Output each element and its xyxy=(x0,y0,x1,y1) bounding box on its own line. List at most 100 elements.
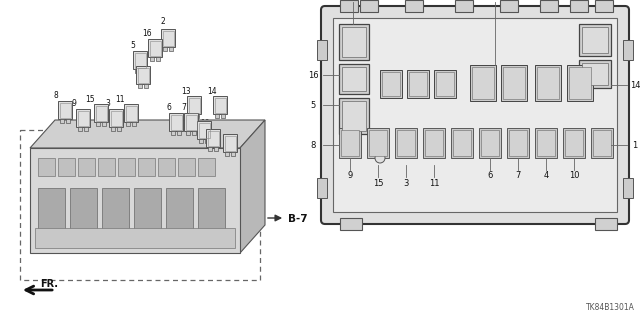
Bar xyxy=(138,158,155,176)
Bar xyxy=(481,130,499,156)
Bar xyxy=(67,119,70,123)
Bar xyxy=(124,104,138,122)
Bar xyxy=(163,31,173,46)
Polygon shape xyxy=(240,120,265,253)
Bar xyxy=(148,39,162,57)
Text: 5: 5 xyxy=(131,41,136,50)
Bar xyxy=(38,158,55,176)
Bar xyxy=(117,127,121,131)
Bar xyxy=(407,70,429,98)
Bar xyxy=(109,109,123,127)
Text: 8: 8 xyxy=(54,92,58,100)
Bar xyxy=(208,147,212,151)
Bar xyxy=(455,0,473,12)
Bar xyxy=(570,0,588,12)
Text: 1: 1 xyxy=(632,140,637,150)
Bar xyxy=(225,136,236,151)
Text: 7: 7 xyxy=(515,172,521,181)
Bar xyxy=(537,130,555,156)
Bar xyxy=(84,127,88,131)
Bar xyxy=(138,84,141,88)
Bar xyxy=(141,69,145,73)
Bar xyxy=(360,0,378,12)
Bar xyxy=(425,130,443,156)
Bar xyxy=(134,188,161,230)
Bar xyxy=(342,27,366,57)
Bar xyxy=(339,98,369,134)
Bar xyxy=(423,128,445,158)
Bar xyxy=(166,188,193,230)
Text: 3: 3 xyxy=(403,179,409,188)
Bar xyxy=(177,131,181,135)
Bar xyxy=(35,228,235,248)
Bar xyxy=(565,130,583,156)
Bar xyxy=(170,115,182,130)
Bar xyxy=(206,129,220,147)
Bar xyxy=(213,96,227,114)
Bar xyxy=(215,114,219,118)
Bar xyxy=(567,65,593,101)
Bar xyxy=(509,130,527,156)
Bar xyxy=(78,127,82,131)
Bar xyxy=(186,115,196,130)
Bar xyxy=(198,158,215,176)
Bar xyxy=(198,122,209,137)
Bar xyxy=(60,119,63,123)
Bar xyxy=(623,178,633,198)
Bar xyxy=(207,130,218,145)
Bar xyxy=(479,128,501,158)
Bar xyxy=(78,158,95,176)
Bar xyxy=(198,188,225,230)
Bar xyxy=(540,0,558,12)
Bar xyxy=(60,102,70,117)
Bar xyxy=(342,67,366,91)
Bar xyxy=(94,104,108,122)
Bar xyxy=(118,158,135,176)
Bar xyxy=(582,63,608,85)
Text: 16: 16 xyxy=(308,70,318,79)
Bar xyxy=(199,139,203,143)
Bar xyxy=(102,122,106,126)
Text: B-7: B-7 xyxy=(288,214,308,224)
Bar xyxy=(339,24,369,60)
Bar xyxy=(595,218,617,230)
Bar xyxy=(535,65,561,101)
Bar xyxy=(569,67,591,99)
Bar xyxy=(134,53,145,68)
Bar xyxy=(170,47,173,51)
Bar xyxy=(453,130,471,156)
Bar xyxy=(339,128,361,158)
Text: 4: 4 xyxy=(543,172,548,181)
Bar xyxy=(30,148,240,253)
Bar xyxy=(503,67,525,99)
Bar xyxy=(223,134,237,152)
Bar xyxy=(563,128,585,158)
Bar xyxy=(397,130,415,156)
Text: FR.: FR. xyxy=(40,279,58,289)
Bar xyxy=(96,122,100,126)
Bar xyxy=(395,128,417,158)
Bar xyxy=(591,128,613,158)
Text: 11: 11 xyxy=(429,179,439,188)
Text: 2: 2 xyxy=(161,18,165,26)
Bar xyxy=(500,0,518,12)
Bar xyxy=(317,40,327,60)
Bar xyxy=(145,84,148,88)
Bar xyxy=(156,57,160,61)
Text: 8: 8 xyxy=(310,140,316,150)
Bar xyxy=(221,114,225,118)
Bar xyxy=(341,130,359,156)
Text: 13: 13 xyxy=(490,0,500,2)
Bar xyxy=(169,113,183,131)
Bar xyxy=(470,65,496,101)
Text: 15: 15 xyxy=(372,179,383,188)
Bar xyxy=(451,128,473,158)
Bar xyxy=(342,101,366,131)
Text: 14: 14 xyxy=(630,80,640,90)
Text: 4: 4 xyxy=(195,112,200,121)
Text: 2: 2 xyxy=(350,0,356,2)
Text: 1: 1 xyxy=(223,124,227,133)
Bar xyxy=(340,218,362,230)
Bar xyxy=(193,131,196,135)
Bar xyxy=(70,188,97,230)
